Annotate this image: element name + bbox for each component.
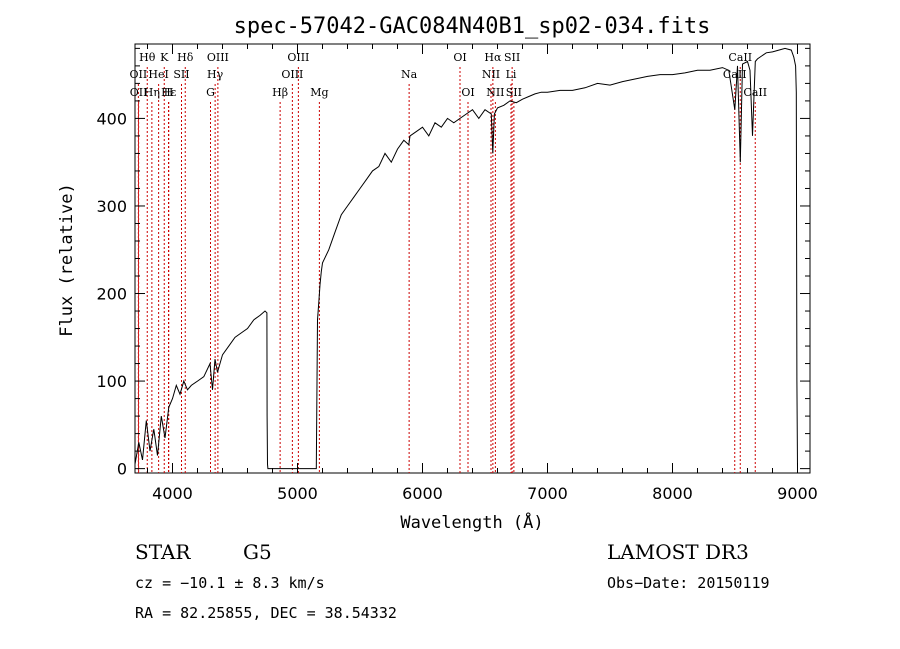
plot-frame	[134, 43, 811, 474]
spectral-line-markers	[137, 67, 756, 473]
x-tick-label: 8000	[652, 484, 693, 503]
observation-date: Obs−Date: 20150119	[607, 574, 770, 592]
line-label: Hε	[161, 86, 177, 99]
x-axis-label: Wavelength (Å)	[400, 511, 543, 533]
object-class: STAR	[135, 540, 191, 564]
line-label: CaII	[723, 68, 747, 81]
line-label: SII	[506, 86, 522, 99]
line-label: SII	[504, 51, 520, 64]
line-label: HeI	[148, 68, 168, 81]
line-label: Li	[506, 68, 517, 81]
line-label: OII	[130, 86, 148, 99]
object-subclass: G5	[243, 540, 272, 564]
x-tick-label: 5000	[277, 484, 318, 503]
line-label: OI	[453, 51, 466, 64]
x-tick-label: 7000	[527, 484, 568, 503]
line-label: NII	[486, 86, 504, 99]
line-label: Hβ	[272, 86, 288, 99]
x-tick-label: 6000	[402, 484, 443, 503]
line-label: OIII	[287, 51, 309, 64]
coordinates: RA = 82.25855, DEC = 38.54332	[135, 604, 397, 622]
y-axis-ticks: 0 100 200 300 400	[96, 47, 810, 479]
line-label: OIII	[281, 68, 303, 81]
line-label: CaII	[743, 86, 767, 99]
y-axis-label: Flux (relative)	[57, 183, 77, 337]
line-label: Mg	[310, 86, 328, 99]
line-label: CaII	[728, 51, 752, 64]
y-tick-label: 100	[96, 372, 127, 391]
survey-name: LAMOST DR3	[607, 540, 749, 564]
redshift-velocity: cz = −10.1 ± 8.3 km/s	[135, 574, 325, 592]
line-label: Hα	[484, 51, 502, 64]
line-label: K	[160, 51, 169, 64]
y-tick-label: 300	[96, 197, 127, 216]
y-tick-label: 0	[117, 460, 127, 479]
line-label: G	[206, 86, 215, 99]
line-label: Hθ	[139, 51, 156, 64]
line-label: NII	[482, 68, 500, 81]
line-label: Hη	[144, 86, 160, 99]
line-label: OII	[130, 68, 148, 81]
line-label: H	[164, 86, 174, 99]
spectrum-line	[134, 47, 798, 470]
line-label: OI	[461, 86, 474, 99]
line-label: Hγ	[207, 68, 224, 81]
line-label: Na	[401, 68, 418, 81]
line-label: Hδ	[177, 51, 194, 64]
chart-title: spec-57042-GAC084N40B1_sp02-034.fits	[234, 14, 711, 39]
y-tick-label: 200	[96, 285, 127, 304]
y-tick-label: 400	[96, 109, 127, 128]
x-tick-label: 4000	[152, 484, 193, 503]
line-label: SII	[173, 68, 189, 81]
line-label: OIII	[207, 51, 229, 64]
x-axis-ticks: 4000 5000 6000 7000 8000 9000	[147, 44, 818, 503]
x-tick-label: 9000	[777, 484, 818, 503]
